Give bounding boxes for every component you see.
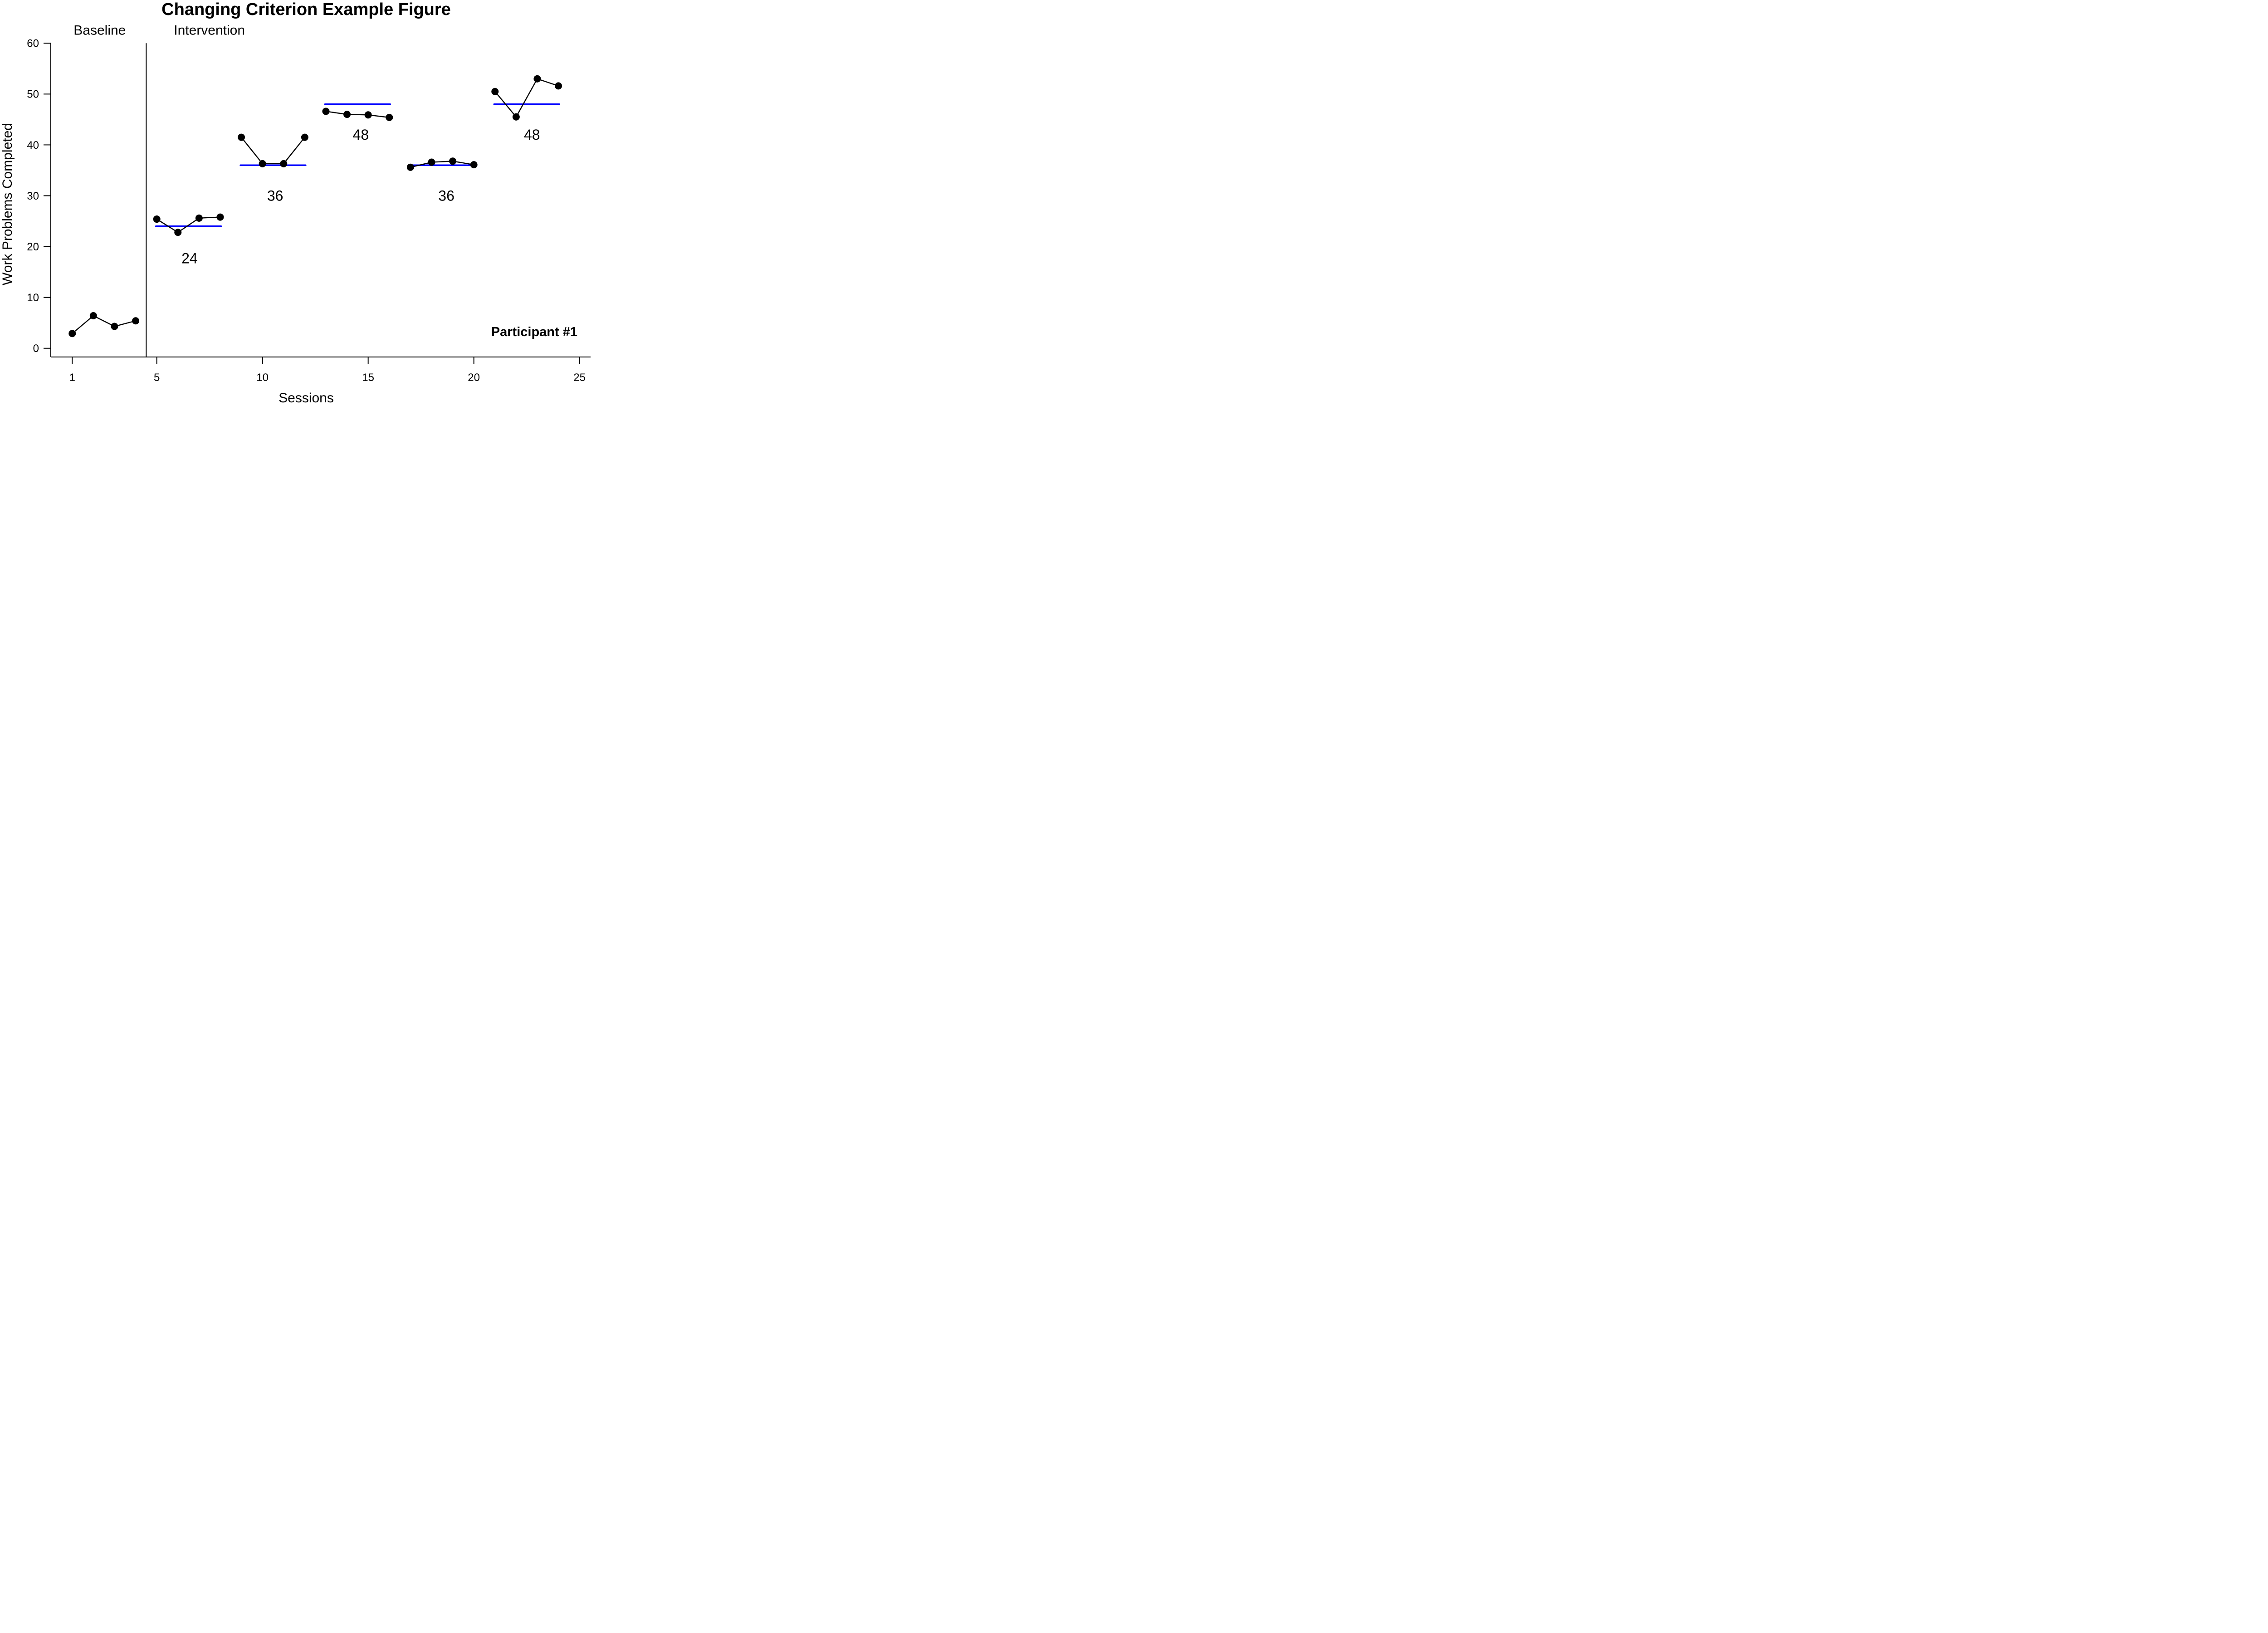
data-point bbox=[195, 214, 203, 222]
data-point bbox=[343, 111, 351, 118]
data-point bbox=[533, 75, 541, 83]
criterion-label: 24 bbox=[181, 250, 198, 267]
data-point bbox=[280, 160, 288, 167]
criterion-label: 36 bbox=[438, 188, 455, 204]
data-point bbox=[238, 133, 245, 141]
y-axis-tick-label: 30 bbox=[27, 190, 39, 202]
y-axis-tick-label: 0 bbox=[33, 342, 39, 355]
data-point bbox=[428, 158, 435, 166]
y-axis-tick-label: 60 bbox=[27, 38, 39, 50]
x-axis-tick-label: 15 bbox=[362, 372, 374, 384]
x-axis-tick-label: 25 bbox=[573, 372, 586, 384]
criterion-label: 36 bbox=[267, 188, 284, 204]
participant-label: Participant #1 bbox=[491, 325, 577, 339]
data-point bbox=[111, 323, 118, 330]
criterion-label: 48 bbox=[353, 127, 369, 143]
chart-title: Changing Criterion Example Figure bbox=[161, 0, 451, 19]
phase-label-intervention: Intervention bbox=[174, 23, 245, 38]
data-line bbox=[326, 111, 390, 118]
data-point bbox=[132, 317, 140, 325]
x-axis-title: Sessions bbox=[279, 391, 334, 406]
figure-page: 24 36 48 36 48 0 10 20 30 40 50 60 1 5 10 15 20 25 Chang… bbox=[0, 0, 612, 408]
x-axis-tick-label: 20 bbox=[468, 372, 480, 384]
data-point bbox=[216, 213, 224, 221]
y-axis-tick-label: 20 bbox=[27, 241, 39, 253]
x-axis-tick-label: 10 bbox=[256, 372, 269, 384]
y-axis-title: Work Problems Completed bbox=[0, 123, 15, 285]
criterion-layer: 24 36 48 36 48 bbox=[155, 103, 560, 267]
data-point bbox=[153, 215, 161, 223]
data-point bbox=[301, 133, 308, 141]
phase-label-baseline: Baseline bbox=[73, 23, 126, 38]
criterion-label: 48 bbox=[524, 127, 540, 143]
data-layer bbox=[68, 75, 562, 337]
y-axis-tick-label: 50 bbox=[27, 88, 39, 101]
data-line bbox=[410, 161, 474, 168]
data-point bbox=[364, 111, 372, 119]
data-point bbox=[512, 113, 520, 121]
data-point bbox=[322, 108, 330, 115]
data-line bbox=[241, 137, 305, 165]
data-point bbox=[68, 330, 76, 337]
data-point bbox=[449, 157, 457, 165]
x-axis-tick-label: 1 bbox=[69, 372, 75, 384]
data-point bbox=[555, 82, 562, 90]
data-point bbox=[89, 312, 97, 320]
data-point bbox=[470, 161, 478, 169]
data-line bbox=[72, 315, 136, 334]
data-point bbox=[406, 163, 414, 171]
data-point bbox=[491, 88, 499, 95]
data-line bbox=[156, 216, 220, 233]
data-point bbox=[259, 160, 266, 167]
data-point bbox=[386, 113, 393, 121]
x-axis-tick-label: 5 bbox=[154, 372, 160, 384]
data-line bbox=[494, 78, 559, 117]
data-point bbox=[174, 229, 182, 236]
y-axis-tick-label: 40 bbox=[27, 139, 39, 152]
y-axis-tick-label: 10 bbox=[27, 292, 39, 304]
